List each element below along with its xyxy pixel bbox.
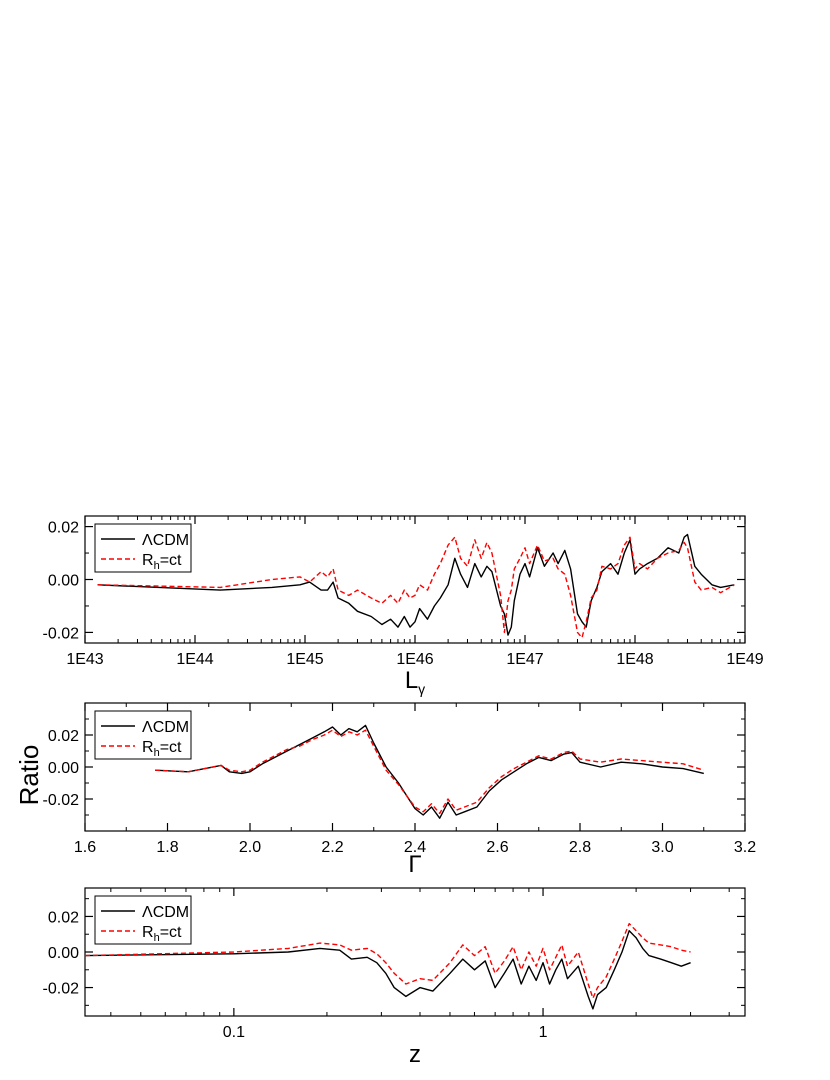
legend-lcdm-label: ΛCDM [142, 719, 189, 736]
x-tick-label: 1E45 [286, 651, 323, 668]
x-tick-label: 1E48 [616, 651, 653, 668]
x-tick-label: 2.0 [239, 839, 261, 856]
x-tick-label: 1 [539, 1024, 548, 1041]
x-tick-label: 1E46 [396, 651, 433, 668]
x-tick-label: 3.0 [651, 839, 673, 856]
legend-box [94, 710, 192, 760]
x-tick-label: 0.1 [223, 1024, 245, 1041]
x-tick-label: 2.8 [569, 839, 591, 856]
y-tick-label: 0.00 [48, 945, 79, 962]
x-tick-label: 1E47 [506, 651, 543, 668]
panel-3: 0.1 1 0.02 0.00 -0.02 ΛCDM Rh=ct z [43, 887, 746, 1068]
y-tick-label: 0.02 [48, 520, 79, 537]
x-tick-label: 1.6 [74, 839, 96, 856]
legend: ΛCDM Rh=ct [94, 710, 192, 760]
legend-rh-tail: =ct [160, 552, 182, 569]
series-rh-line [97, 536, 735, 639]
x-axis-label-main: L [405, 667, 418, 694]
x-tick-label: 3.2 [734, 839, 756, 856]
y-tick-label: -0.02 [43, 981, 80, 998]
legend-rh-tail: =ct [160, 739, 182, 756]
legend: ΛCDM Rh=ct [94, 895, 192, 945]
x-tick-label: 2.2 [321, 839, 343, 856]
y-tick-label: 0.00 [48, 760, 79, 777]
y-tick-label: 0.00 [48, 573, 79, 590]
legend: ΛCDM Rh=ct [94, 523, 192, 573]
legend-rh-sub: h [154, 747, 160, 759]
x-tick-label: 2.6 [486, 839, 508, 856]
x-axis-label-main: Γ [408, 851, 421, 878]
legend-rh-label: Rh=ct [142, 739, 182, 759]
legend-lcdm-label: ΛCDM [142, 532, 189, 549]
legend-rh-label: Rh=ct [142, 924, 182, 944]
x-tick-label: 1E49 [726, 651, 763, 668]
x-axis-label: z [409, 1041, 421, 1068]
y-tick-label: 0.02 [48, 728, 79, 745]
y-tick-label: 0.02 [48, 909, 79, 926]
x-tick-label: 2.4 [404, 839, 426, 856]
y-axis-label: Ratio [14, 745, 44, 806]
legend-rh-sub: h [154, 932, 160, 944]
x-axis-label-sub: γ [418, 681, 425, 697]
legend-box [94, 895, 192, 945]
legend-lcdm-label: ΛCDM [142, 904, 189, 921]
series-lcdm-line [97, 533, 735, 636]
x-tick-label: 1.8 [156, 839, 178, 856]
legend-rh-main: R [142, 552, 154, 569]
x-axis-label: Γ [408, 851, 421, 878]
series-lcdm-line [85, 930, 691, 1010]
series-rh-line [85, 922, 691, 999]
legend-rh-tail: =ct [160, 924, 182, 941]
y-tick-label: -0.02 [43, 625, 80, 642]
legend-rh-label: Rh=ct [142, 552, 182, 572]
panel-1: 1E43 1E44 1E45 1E46 1E47 1E48 1E49 0.02 0.00 -0.0… [43, 515, 764, 697]
y-tick-label: -0.02 [43, 792, 80, 809]
x-axis-label: Lγ [405, 667, 425, 697]
legend-rh-main: R [142, 924, 154, 941]
series-lcdm-line [155, 724, 704, 819]
series-rh-line [155, 729, 705, 815]
x-tick-label: 1E44 [176, 651, 213, 668]
legend-rh-sub: h [154, 560, 160, 572]
x-axis-label-main: z [409, 1041, 421, 1068]
legend-box [94, 523, 192, 573]
legend-rh-main: R [142, 739, 154, 756]
panel-2: 1.6 1.8 2.0 2.2 2.4 2.6 2.8 3.0 3.2 0.02 0.00 -0.02… [43, 702, 756, 878]
x-tick-label: 1E43 [66, 651, 103, 668]
